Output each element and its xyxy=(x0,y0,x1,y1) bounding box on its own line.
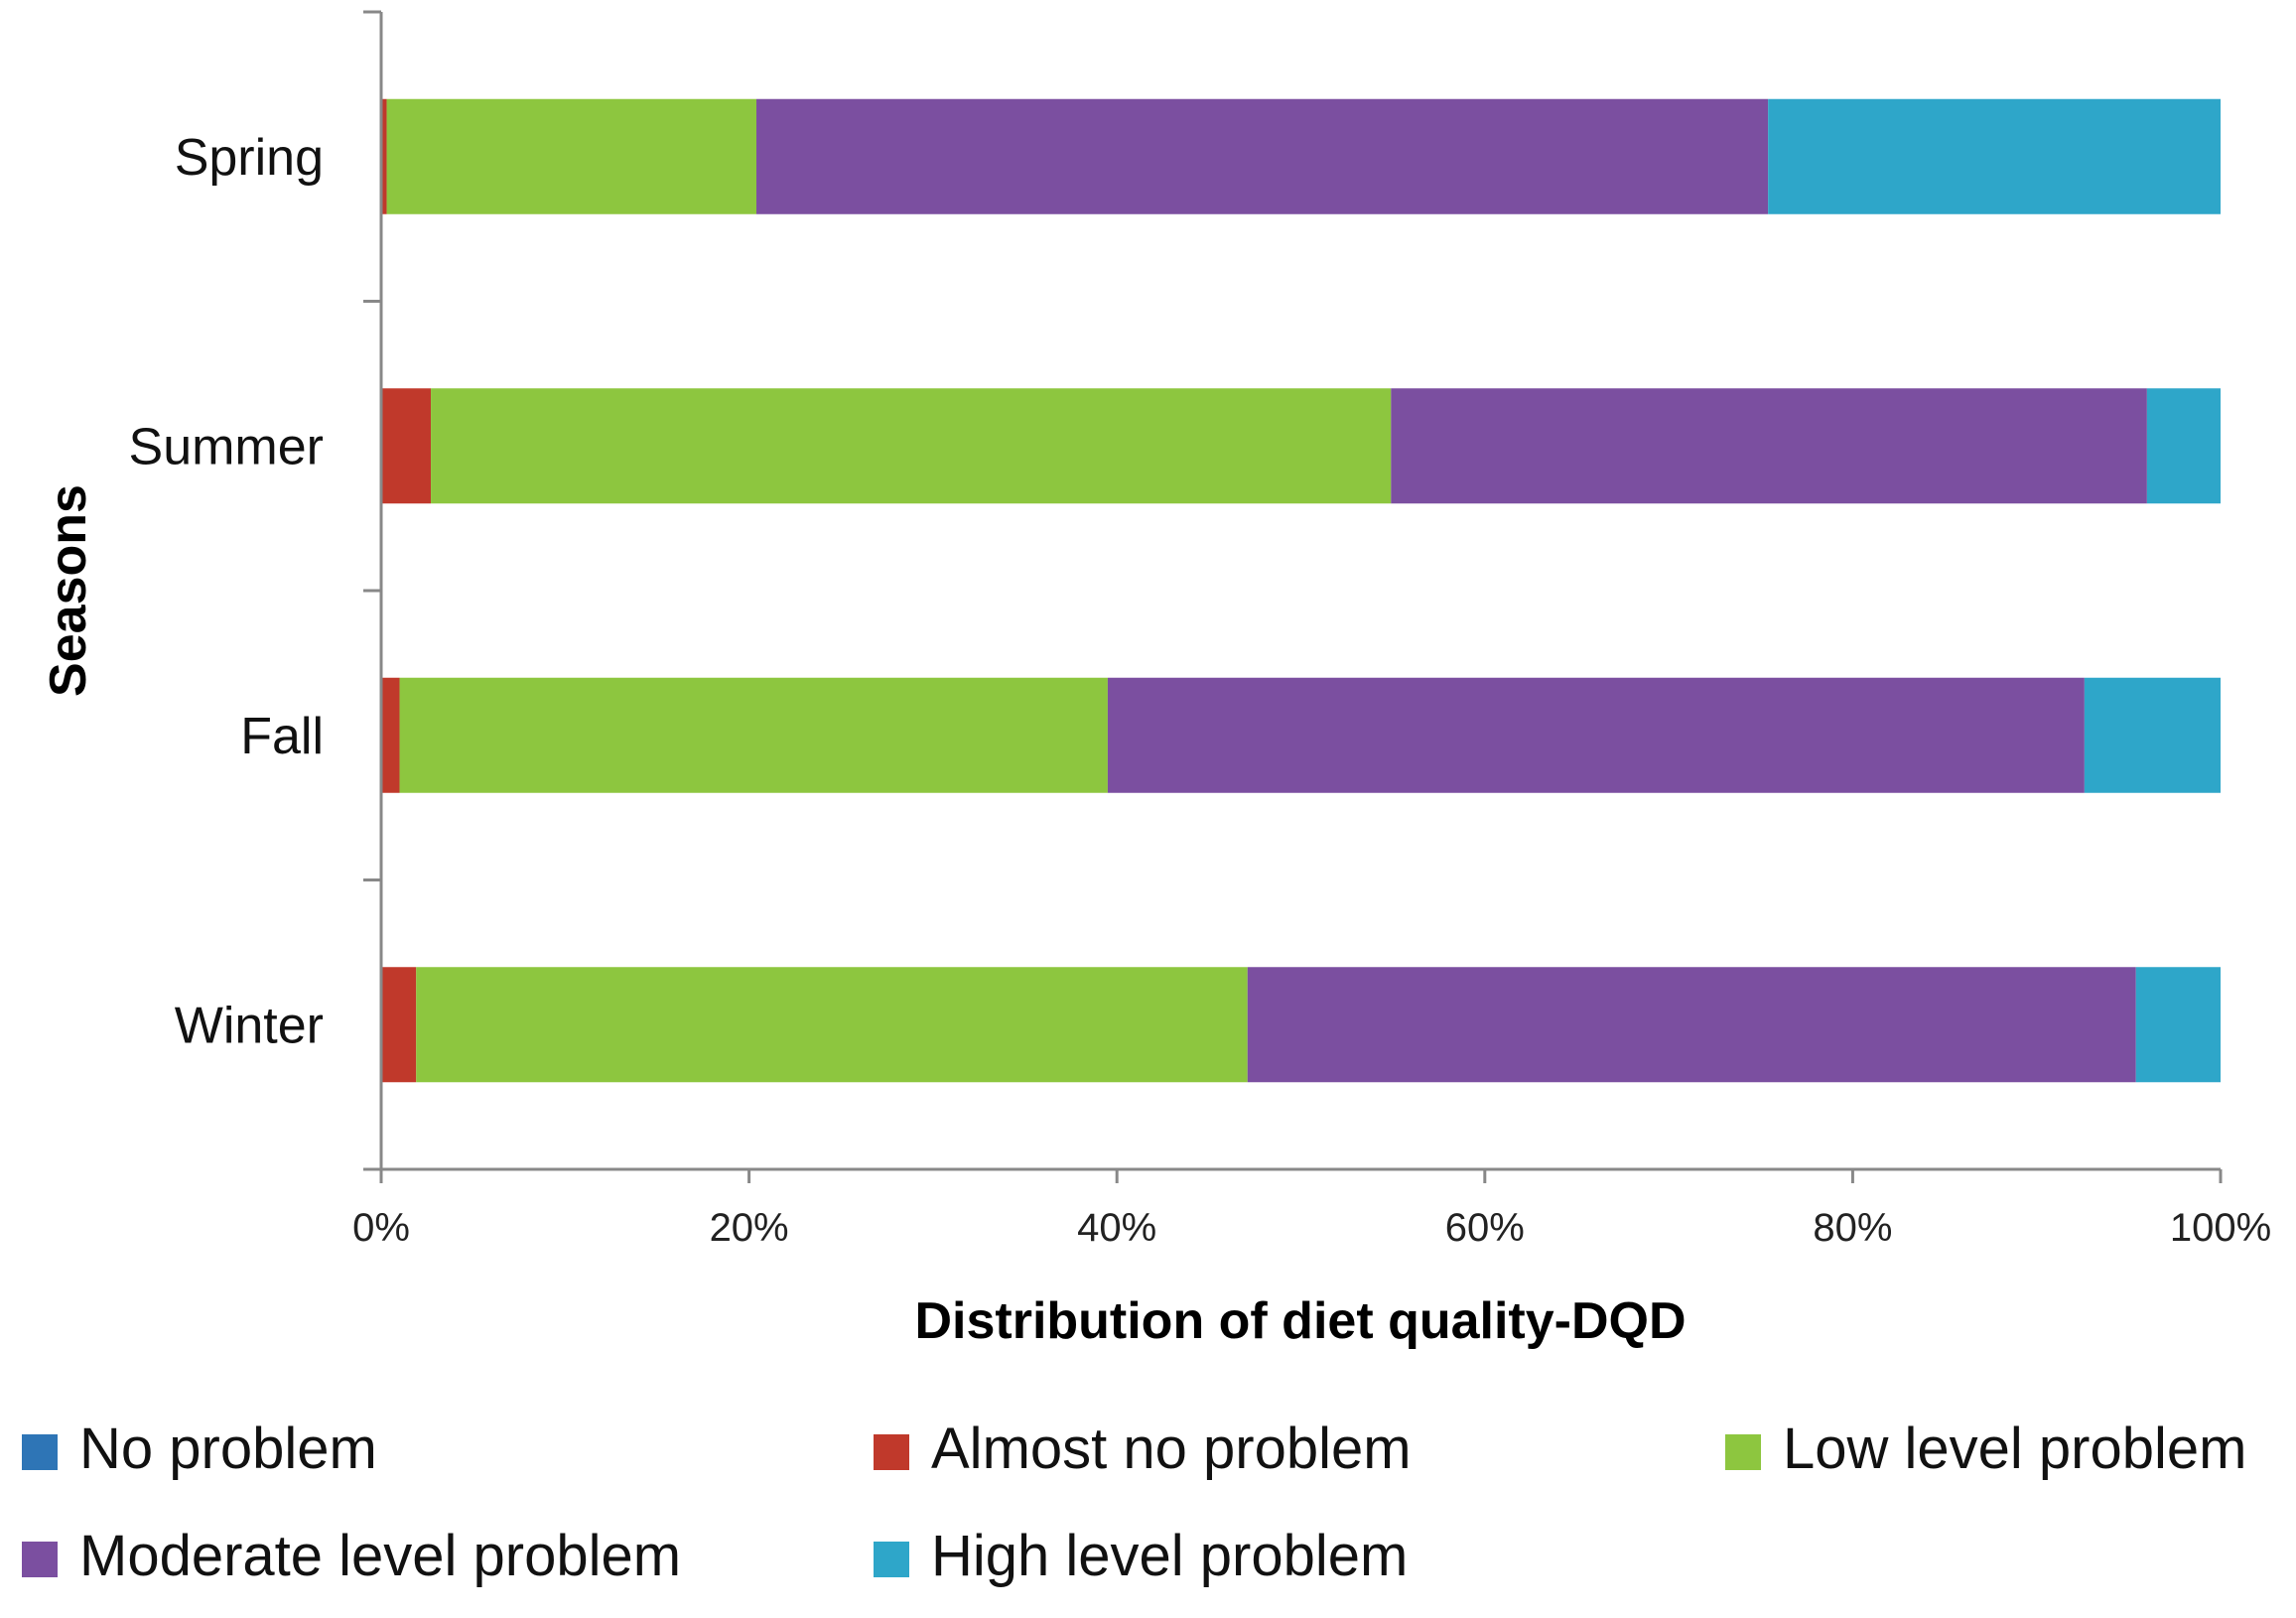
x-axis-title: Distribution of diet quality-DQD xyxy=(914,1292,1686,1350)
legend-swatch-high-level-problem xyxy=(874,1542,909,1577)
bar-winter-high-level-problem xyxy=(2135,967,2221,1083)
category-label-fall: Fall xyxy=(240,708,324,765)
category-label-summer: Summer xyxy=(129,418,324,475)
bar-fall-moderate-level-problem xyxy=(1107,677,2085,793)
bar-fall-low-level-problem xyxy=(399,677,1108,793)
bar-summer-almost-no-problem xyxy=(381,388,432,504)
legend-label-low-level-problem: Low level problem xyxy=(1783,1416,2246,1481)
category-label-spring: Spring xyxy=(175,129,324,187)
legend-swatch-almost-no-problem xyxy=(874,1434,909,1470)
legend-swatch-no-problem xyxy=(22,1434,58,1470)
bar-fall-high-level-problem xyxy=(2084,677,2221,793)
category-label-winter: Winter xyxy=(175,997,324,1054)
legend-label-moderate-level-problem: Moderate level problem xyxy=(79,1524,681,1588)
legend: No problem Almost no problem Low level pro… xyxy=(22,1416,2246,1588)
bars-layer xyxy=(381,98,2221,1083)
legend-label-no-problem: No problem xyxy=(79,1416,377,1481)
legend-item-no-problem: No problem xyxy=(22,1416,377,1481)
legend-swatch-low-level-problem xyxy=(1725,1434,1761,1470)
legend-swatch-moderate-level-problem xyxy=(22,1542,58,1577)
legend-label-high-level-problem: High level problem xyxy=(931,1524,1408,1588)
bar-summer-low-level-problem xyxy=(431,388,1392,504)
bar-summer-moderate-level-problem xyxy=(1391,388,2147,504)
bar-fall-almost-no-problem xyxy=(381,677,400,793)
legend-item-moderate-level-problem: Moderate level problem xyxy=(22,1524,681,1588)
bar-winter-low-level-problem xyxy=(416,967,1248,1083)
x-tick-label: 100% xyxy=(2170,1206,2271,1250)
bar-spring-moderate-level-problem xyxy=(756,98,1769,214)
legend-item-almost-no-problem: Almost no problem xyxy=(874,1416,1412,1481)
bar-spring-high-level-problem xyxy=(1768,98,2221,214)
bar-spring-almost-no-problem xyxy=(381,98,387,214)
x-tick-label: 80% xyxy=(1813,1206,1892,1250)
legend-item-low-level-problem: Low level problem xyxy=(1725,1416,2246,1481)
category-labels: Spring Summer Fall Winter xyxy=(129,129,324,1055)
x-tick-label: 40% xyxy=(1077,1206,1156,1250)
x-tick-label: 0% xyxy=(352,1206,410,1250)
x-tick-label: 20% xyxy=(710,1206,789,1250)
bar-summer-high-level-problem xyxy=(2146,388,2221,504)
legend-label-almost-no-problem: Almost no problem xyxy=(931,1416,1412,1481)
ticks-layer: 0% 20% 40% 60% 80% 100% xyxy=(352,10,2271,1250)
bar-winter-moderate-level-problem xyxy=(1247,967,2136,1083)
legend-item-high-level-problem: High level problem xyxy=(874,1524,1408,1588)
bar-spring-low-level-problem xyxy=(386,98,757,214)
bar-winter-almost-no-problem xyxy=(381,967,417,1083)
y-axis-title: Seasons xyxy=(40,484,97,697)
x-tick-label: 60% xyxy=(1445,1206,1525,1250)
